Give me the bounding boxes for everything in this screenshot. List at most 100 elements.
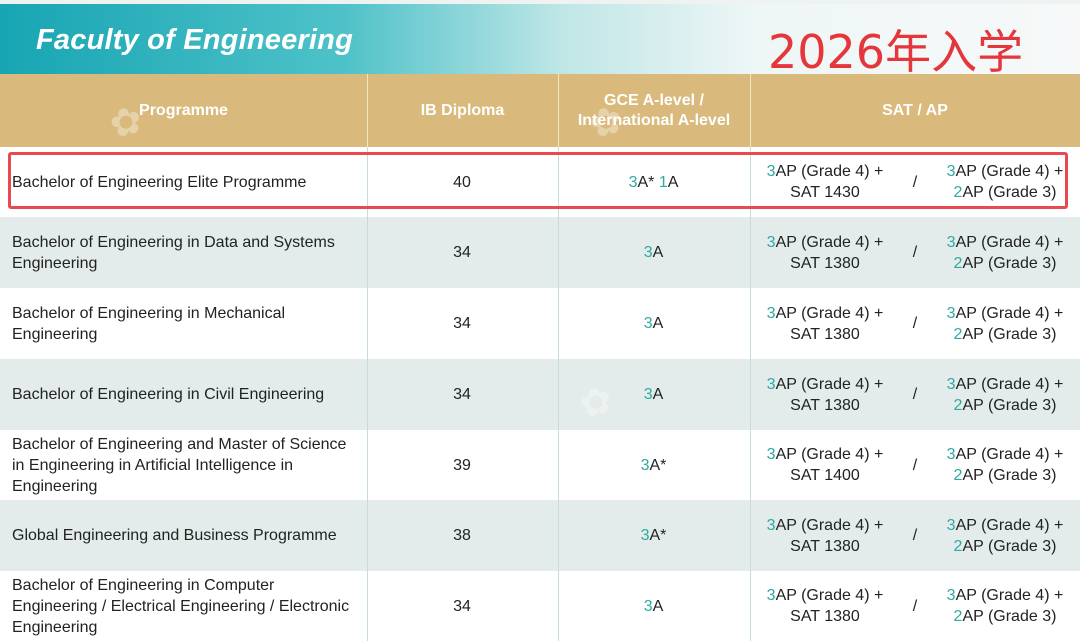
sat-score: SAT 1380 bbox=[790, 396, 860, 414]
sat-score: SAT 1400 bbox=[790, 467, 860, 484]
ap-text-1: AP (Grade 4) + bbox=[955, 446, 1064, 463]
ap-requirement: 3AP (Grade 4) + 2AP (Grade 3) bbox=[930, 217, 1080, 288]
programme-name: Bachelor of Engineering in Mechanical En… bbox=[12, 304, 286, 343]
top-strip bbox=[0, 0, 1080, 4]
programme-name: Bachelor of Engineering in Computer Engi… bbox=[12, 576, 350, 636]
header-divider bbox=[558, 74, 559, 147]
sat-ap-text: AP (Grade 4) + bbox=[775, 375, 884, 393]
ap-count-2: 2 bbox=[953, 184, 963, 201]
table-header: Programme IB Diploma GCE A-level / Inter… bbox=[0, 74, 1080, 147]
sat-ap-count: 3 bbox=[766, 163, 776, 180]
ib-score: 34 bbox=[453, 386, 471, 403]
table-row: Bachelor of Engineering in Civil Enginee… bbox=[0, 359, 1080, 430]
sat-ap-count: 3 bbox=[766, 516, 776, 534]
header-programme: Programme bbox=[139, 101, 228, 119]
sat-score: SAT 1380 bbox=[790, 537, 860, 555]
ap-requirement: 3AP (Grade 4) + 2AP (Grade 3) bbox=[930, 147, 1080, 217]
ap-count-2: 2 bbox=[953, 467, 963, 484]
ap-text-2: AP (Grade 3) bbox=[962, 396, 1057, 414]
sat-score: SAT 1380 bbox=[790, 325, 860, 343]
table-row: Bachelor of Engineering in Data and Syst… bbox=[0, 217, 1080, 288]
ap-text-1: AP (Grade 4) + bbox=[955, 304, 1064, 322]
sat-requirement: 3AP (Grade 4) + SAT 1380 bbox=[750, 500, 900, 571]
or-separator: / bbox=[912, 173, 918, 191]
ap-count-2: 2 bbox=[953, 254, 963, 272]
ap-text-1: AP (Grade 4) + bbox=[955, 587, 1064, 604]
ap-text-2: AP (Grade 3) bbox=[962, 467, 1057, 484]
highlight-box bbox=[8, 152, 1068, 209]
ib-score: 34 bbox=[453, 597, 471, 615]
sat-ap-text: AP (Grade 4) + bbox=[775, 587, 884, 604]
ap-text-1: AP (Grade 4) + bbox=[955, 233, 1064, 251]
a-level-requirement: 3 A* bbox=[558, 430, 749, 500]
a-level-grade: A* bbox=[649, 456, 667, 474]
a-level-grade: A bbox=[652, 386, 664, 403]
ib-score: 34 bbox=[453, 315, 471, 332]
a-level-grade: A bbox=[652, 244, 664, 261]
sat-ap-text: AP (Grade 4) + bbox=[775, 304, 884, 322]
sat-requirement: 3AP (Grade 4) + SAT 1380 bbox=[750, 571, 900, 641]
ap-requirement: 3AP (Grade 4) + 2AP (Grade 3) bbox=[930, 430, 1080, 500]
ib-score: 39 bbox=[453, 456, 471, 474]
intake-year-label: 2026年入学 bbox=[768, 25, 1024, 79]
sat-requirement: 3AP (Grade 4) + SAT 1380 bbox=[750, 288, 900, 359]
a-level-count: 3 bbox=[643, 597, 653, 615]
sat-ap-text: AP (Grade 4) + bbox=[775, 516, 884, 534]
ap-text-1: AP (Grade 4) + bbox=[955, 163, 1064, 180]
programme-name: Bachelor of Engineering and Master of Sc… bbox=[12, 435, 347, 495]
header-ib-diploma: IB Diploma bbox=[420, 101, 505, 119]
programme-name: Bachelor of Engineering in Civil Enginee… bbox=[12, 386, 325, 403]
programme-name: Bachelor of Engineering Elite Programme bbox=[12, 173, 307, 191]
ap-text-1: AP (Grade 4) + bbox=[955, 375, 1064, 393]
a-level-count: 3 bbox=[640, 456, 650, 474]
sat-ap-count: 3 bbox=[766, 304, 776, 322]
sat-requirement: 3AP (Grade 4) + SAT 1380 bbox=[750, 359, 900, 430]
ap-count-1: 3 bbox=[946, 516, 956, 534]
ap-requirement: 3AP (Grade 4) + 2AP (Grade 3) bbox=[930, 500, 1080, 571]
sat-score: SAT 1430 bbox=[790, 184, 860, 201]
sat-ap-count: 3 bbox=[766, 375, 776, 393]
column-divider bbox=[750, 147, 751, 641]
or-separator: / bbox=[912, 244, 918, 261]
or-separator: / bbox=[912, 527, 918, 544]
ap-text-2: AP (Grade 3) bbox=[962, 184, 1057, 201]
sat-requirement: 3AP (Grade 4) + SAT 1400 bbox=[750, 430, 900, 500]
a-level-count-2: 1 bbox=[658, 173, 668, 191]
header-divider bbox=[367, 74, 368, 147]
a-level-grade: A* bbox=[637, 173, 655, 191]
ap-count-1: 3 bbox=[946, 375, 956, 393]
ap-text-2: AP (Grade 3) bbox=[962, 325, 1057, 343]
a-level-count: 3 bbox=[643, 315, 653, 332]
header-sat-ap: SAT / AP bbox=[882, 101, 948, 119]
faculty-banner: Faculty of Engineering bbox=[0, 4, 1080, 74]
ap-text-1: AP (Grade 4) + bbox=[955, 516, 1064, 534]
or-separator: / bbox=[912, 386, 918, 403]
or-separator: / bbox=[912, 597, 918, 615]
table-row: Global Engineering and Business Programm… bbox=[0, 500, 1080, 571]
sat-requirement: 3AP (Grade 4) + SAT 1430 bbox=[750, 147, 900, 217]
column-divider bbox=[558, 147, 559, 641]
a-level-grade-2: A bbox=[667, 173, 679, 191]
ap-count-2: 2 bbox=[953, 396, 963, 414]
faculty-title: Faculty of Engineering bbox=[36, 24, 353, 56]
sat-score: SAT 1380 bbox=[790, 254, 860, 272]
a-level-count: 3 bbox=[640, 527, 650, 544]
sat-requirement: 3AP (Grade 4) + SAT 1380 bbox=[750, 217, 900, 288]
sat-ap-text: AP (Grade 4) + bbox=[775, 233, 884, 251]
or-separator: / bbox=[912, 456, 918, 474]
sat-ap-text: AP (Grade 4) + bbox=[775, 446, 884, 463]
ap-count-1: 3 bbox=[946, 163, 956, 180]
table-row: Bachelor of Engineering and Master of Sc… bbox=[0, 430, 1080, 500]
ap-count-1: 3 bbox=[946, 233, 956, 251]
ap-count-2: 2 bbox=[953, 608, 963, 625]
ap-requirement: 3AP (Grade 4) + 2AP (Grade 3) bbox=[930, 359, 1080, 430]
ib-score: 34 bbox=[453, 244, 471, 261]
ap-requirement: 3AP (Grade 4) + 2AP (Grade 3) bbox=[930, 288, 1080, 359]
a-level-grade: A* bbox=[649, 527, 667, 544]
ap-text-2: AP (Grade 3) bbox=[962, 254, 1057, 272]
header-divider bbox=[750, 74, 751, 147]
